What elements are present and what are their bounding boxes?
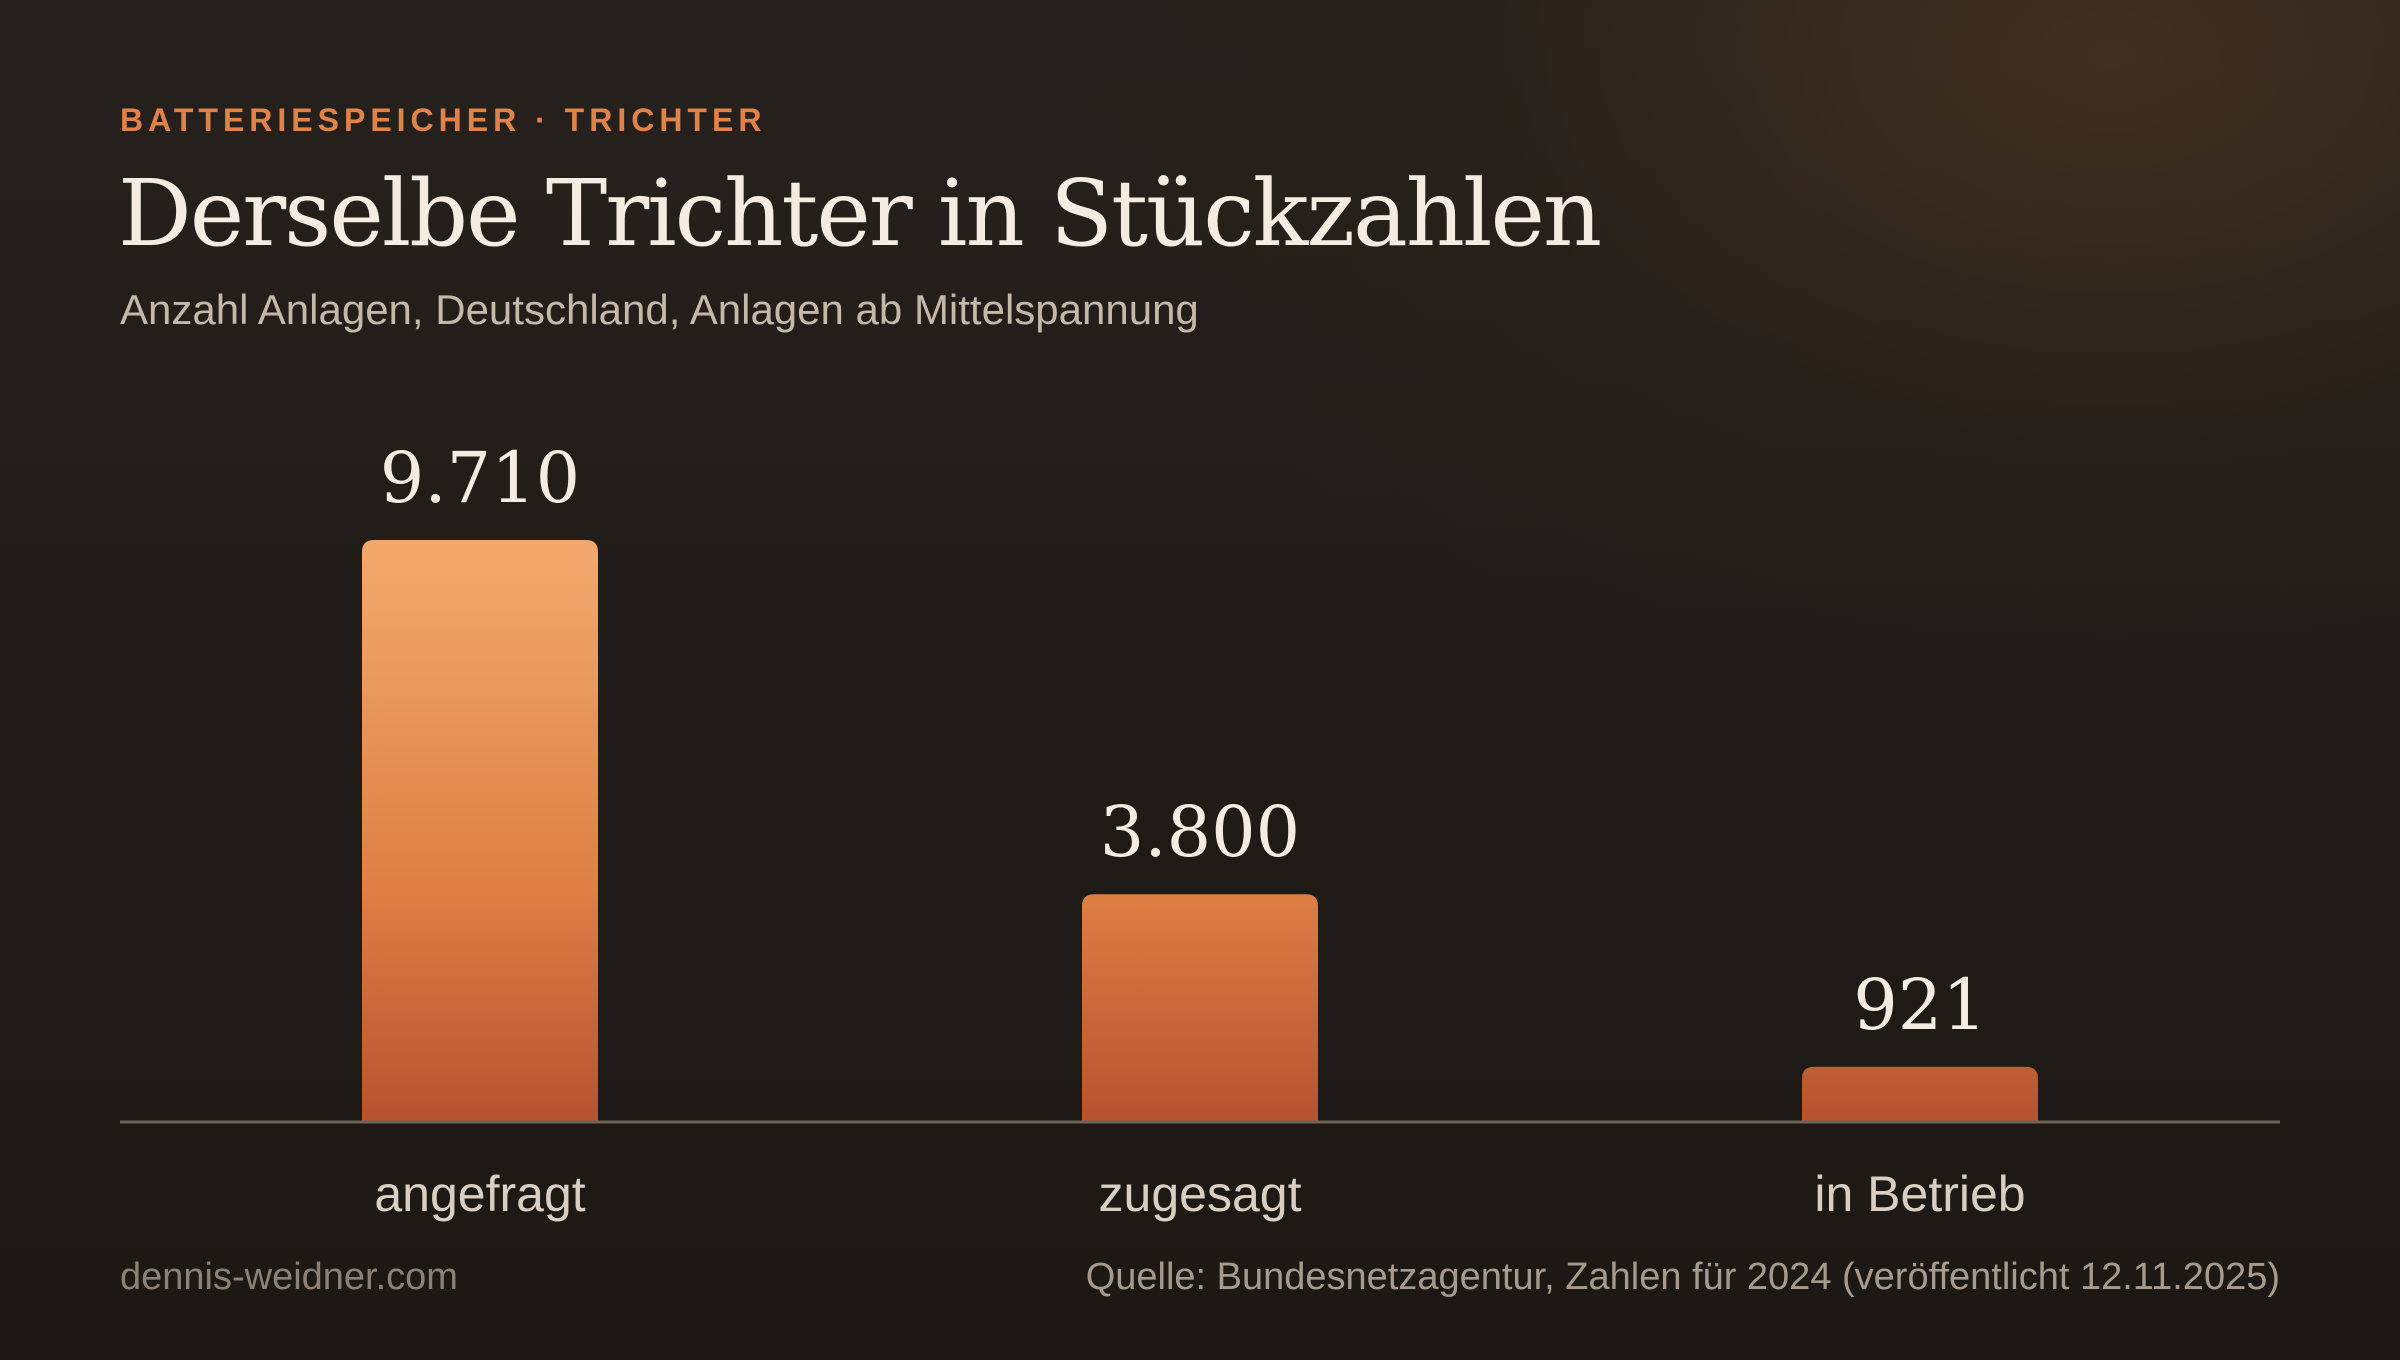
value-label: 921	[1853, 964, 1987, 1046]
site-credit: dennis-weidner.com	[120, 1256, 458, 1298]
source-note: Quelle: Bundesnetzagentur, Zahlen für 20…	[1085, 1256, 2280, 1298]
eyebrow-label: BATTERIESPEICHER · TRICHTER	[120, 102, 767, 138]
bar-zugesagt	[1082, 894, 1318, 1122]
category-label: in Betrieb	[1814, 1166, 2025, 1222]
bar-angefragt	[362, 540, 598, 1122]
category-label: zugesagt	[1099, 1166, 1302, 1222]
bar-in-betrieb	[1802, 1066, 2038, 1122]
chart-subtitle: Anzahl Anlagen, Deutschland, Anlagen ab …	[120, 286, 1199, 333]
value-label: 9.710	[380, 437, 580, 519]
category-label: angefragt	[374, 1166, 585, 1222]
value-label: 3.800	[1100, 791, 1300, 873]
bars-group: 9.710 angefragt 3.800 zugesagt 921 in Betrieb	[362, 437, 2038, 1222]
chart-title: Derselbe Trichter in Stückzahlen	[118, 160, 1602, 267]
